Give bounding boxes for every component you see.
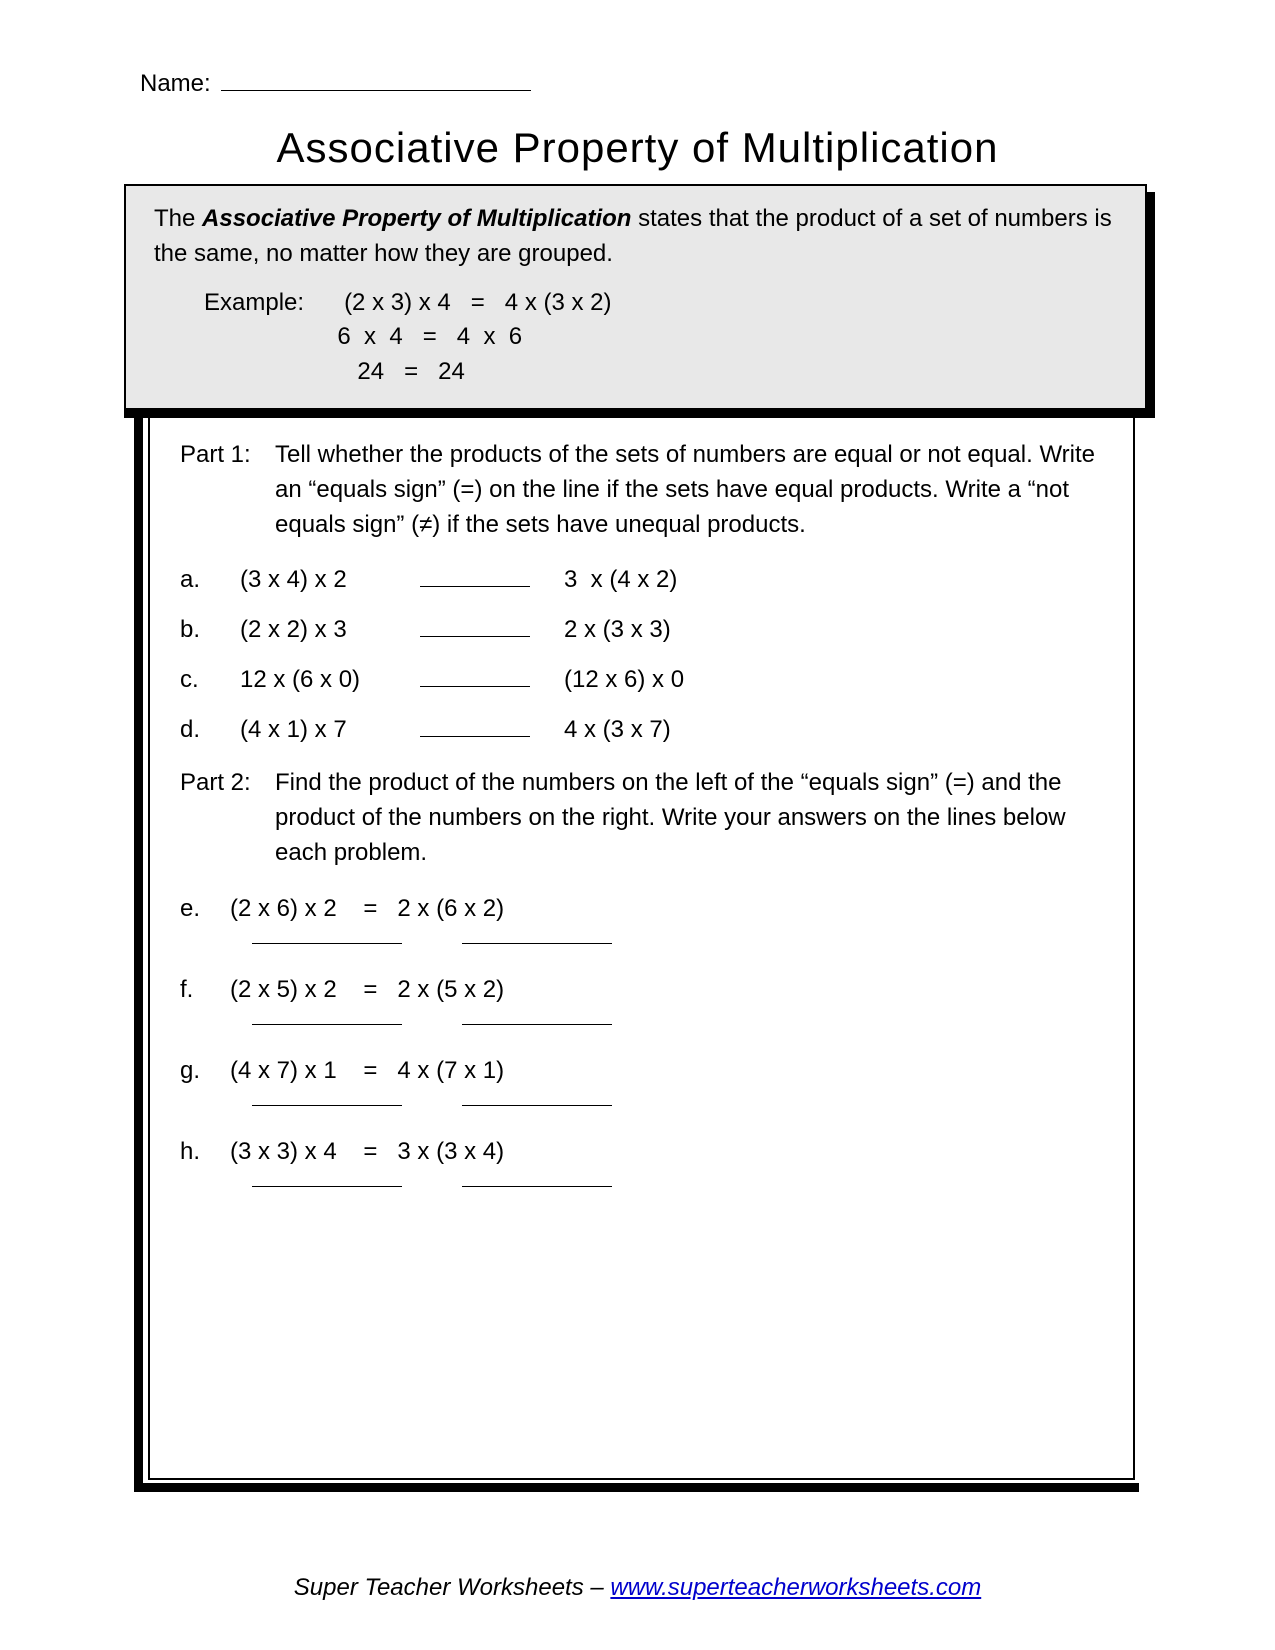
item-label: h. bbox=[180, 1138, 230, 1166]
part1-items: a.(3 x 4) x 2 3 x (4 x 2) b.(2 x 2) x 3 2 x… bbox=[180, 566, 1103, 744]
footer-text: Super Teacher Worksheets – bbox=[294, 1574, 611, 1601]
item-label: f. bbox=[180, 976, 230, 1004]
part2-item: e.(2 x 6) x 2 = 2 x (6 x 2) bbox=[180, 895, 1103, 944]
part2-item: g.(4 x 7) x 1 = 4 x (7 x 1) bbox=[180, 1057, 1103, 1106]
part1-instructions: Tell whether the products of the sets of… bbox=[275, 438, 1103, 542]
answer-blank-right[interactable] bbox=[462, 1024, 612, 1025]
item-expression: (4 x 7) x 1 = 4 x (7 x 1) bbox=[230, 1057, 504, 1085]
item-label: a. bbox=[180, 566, 240, 594]
main-frame: The Associative Property of Multiplicati… bbox=[134, 190, 1135, 1480]
answer-blank[interactable] bbox=[420, 636, 530, 637]
item-rhs: 4 x (3 x 7) bbox=[564, 716, 671, 744]
name-line: Name: bbox=[140, 70, 1135, 98]
answer-blank-left[interactable] bbox=[252, 1186, 402, 1187]
example-label: Example: bbox=[204, 289, 304, 316]
item-lhs: 12 x (6 x 0) bbox=[240, 666, 420, 694]
footer: Super Teacher Worksheets – www.superteac… bbox=[0, 1574, 1275, 1602]
part1-item: c.12 x (6 x 0) (12 x 6) x 0 bbox=[180, 666, 1103, 694]
answer-blank-left[interactable] bbox=[252, 1024, 402, 1025]
ex-l3-rhs: 24 bbox=[438, 358, 465, 385]
part2-items: e.(2 x 6) x 2 = 2 x (6 x 2) f.(2 x 5) x 2… bbox=[180, 895, 1103, 1187]
frame-shadow-left bbox=[134, 370, 143, 1492]
definition-pre: The bbox=[154, 205, 202, 232]
item-lhs: (2 x 2) x 3 bbox=[240, 616, 420, 644]
answer-blank[interactable] bbox=[420, 686, 530, 687]
item-label: c. bbox=[180, 666, 240, 694]
item-rhs: 3 x (4 x 2) bbox=[564, 566, 677, 594]
example-block: Example: (2 x 3) x 4 = 4 x (3 x 2) 6 x 4… bbox=[204, 286, 1117, 390]
ex-l2-rhs: 4 x 6 bbox=[457, 323, 522, 350]
part1-item: d.(4 x 1) x 7 4 x (3 x 7) bbox=[180, 716, 1103, 744]
answer-row bbox=[252, 943, 1103, 944]
item-rhs: (12 x 6) x 0 bbox=[564, 666, 684, 694]
frame-shadow-bottom bbox=[134, 1483, 1139, 1492]
part2-item: h.(3 x 3) x 4 = 3 x (3 x 4) bbox=[180, 1138, 1103, 1187]
part2-label: Part 2: bbox=[180, 766, 275, 870]
part2-item: f.(2 x 5) x 2 = 2 x (5 x 2) bbox=[180, 976, 1103, 1025]
definition-box: The Associative Property of Multiplicati… bbox=[124, 184, 1147, 410]
answer-blank[interactable] bbox=[420, 736, 530, 737]
main-frame-inner: The Associative Property of Multiplicati… bbox=[148, 190, 1135, 1480]
definition-box-wrap: The Associative Property of Multiplicati… bbox=[124, 184, 1147, 410]
ex-l1-lhs: (2 x 3) x 4 bbox=[344, 289, 451, 316]
item-label: d. bbox=[180, 716, 240, 744]
part1-header: Part 1: Tell whether the products of the… bbox=[180, 438, 1103, 542]
name-blank[interactable] bbox=[221, 90, 531, 91]
ex-l3-lhs: 24 bbox=[357, 358, 384, 385]
definition-term: Associative Property of Multiplication bbox=[202, 205, 631, 232]
item-label: g. bbox=[180, 1057, 230, 1085]
worksheet-page: Name: Associative Property of Multiplica… bbox=[0, 0, 1275, 1650]
answer-row bbox=[252, 1186, 1103, 1187]
ex-l1-rhs: 4 x (3 x 2) bbox=[505, 289, 612, 316]
answer-blank-right[interactable] bbox=[462, 943, 612, 944]
name-label: Name: bbox=[140, 70, 211, 97]
item-label: b. bbox=[180, 616, 240, 644]
part1-label: Part 1: bbox=[180, 438, 275, 542]
answer-blank-right[interactable] bbox=[462, 1186, 612, 1187]
answer-blank-left[interactable] bbox=[252, 943, 402, 944]
part1-item: a.(3 x 4) x 2 3 x (4 x 2) bbox=[180, 566, 1103, 594]
item-lhs: (3 x 4) x 2 bbox=[240, 566, 420, 594]
item-expression: (2 x 6) x 2 = 2 x (6 x 2) bbox=[230, 895, 504, 923]
item-expression: (3 x 3) x 4 = 3 x (3 x 4) bbox=[230, 1138, 504, 1166]
footer-link[interactable]: www.superteacherworksheets.com bbox=[610, 1574, 981, 1601]
answer-row bbox=[252, 1105, 1103, 1106]
part2-header: Part 2: Find the product of the numbers … bbox=[180, 766, 1103, 870]
ex-l2-lhs: 6 x 4 bbox=[337, 323, 402, 350]
item-rhs: 2 x (3 x 3) bbox=[564, 616, 671, 644]
item-label: e. bbox=[180, 895, 230, 923]
answer-blank[interactable] bbox=[420, 586, 530, 587]
page-title: Associative Property of Multiplication bbox=[140, 124, 1135, 172]
answer-blank-right[interactable] bbox=[462, 1105, 612, 1106]
answer-row bbox=[252, 1024, 1103, 1025]
part1-item: b.(2 x 2) x 3 2 x (3 x 3) bbox=[180, 616, 1103, 644]
part2-instructions: Find the product of the numbers on the l… bbox=[275, 766, 1103, 870]
content-area: Part 1: Tell whether the products of the… bbox=[150, 410, 1133, 1239]
answer-blank-left[interactable] bbox=[252, 1105, 402, 1106]
item-lhs: (4 x 1) x 7 bbox=[240, 716, 420, 744]
item-expression: (2 x 5) x 2 = 2 x (5 x 2) bbox=[230, 976, 504, 1004]
